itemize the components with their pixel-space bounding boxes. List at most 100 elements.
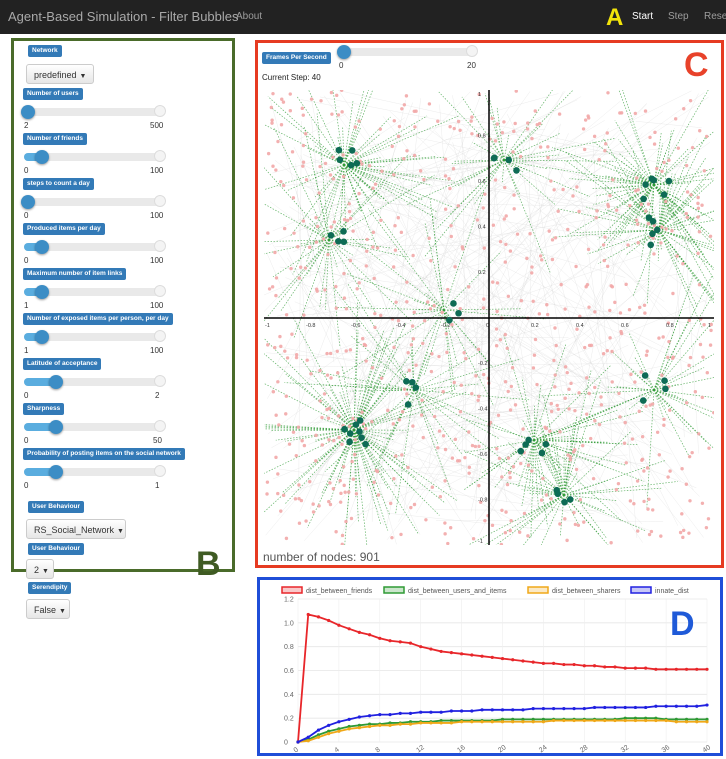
item-edge bbox=[389, 113, 487, 313]
user-node bbox=[490, 154, 498, 162]
user-node bbox=[450, 300, 457, 307]
friend-edge bbox=[342, 126, 345, 166]
slider-track[interactable] bbox=[24, 465, 166, 479]
item-node bbox=[291, 430, 296, 434]
item-node bbox=[396, 134, 401, 139]
slider-handle[interactable] bbox=[21, 195, 35, 209]
item-node bbox=[450, 323, 454, 327]
item-node bbox=[400, 453, 404, 457]
item-node bbox=[610, 285, 615, 289]
network-dropdown[interactable]: predefined ▼ bbox=[26, 64, 94, 84]
friend-edge bbox=[314, 164, 345, 198]
slider-handle[interactable] bbox=[49, 375, 63, 389]
item-node bbox=[279, 123, 284, 127]
item-node bbox=[517, 530, 522, 534]
item-node bbox=[583, 118, 588, 122]
item-node bbox=[605, 131, 609, 135]
item-node bbox=[329, 376, 333, 380]
slider-handle[interactable] bbox=[49, 465, 63, 479]
slider-handle[interactable] bbox=[35, 150, 49, 164]
user-node bbox=[404, 401, 412, 408]
network-graph[interactable]: -1 -0.8 -0.6 -0.4 -0.2 0 0.2 0.4 0.6 0.8 1 1 0.8 0.6 0… bbox=[264, 90, 714, 545]
slider-max-tick: 100 bbox=[150, 346, 164, 355]
item-node bbox=[276, 139, 280, 144]
item-edge bbox=[501, 329, 636, 429]
item-node bbox=[563, 307, 567, 311]
serendipity-dropdown[interactable]: False ▼ bbox=[26, 599, 70, 619]
fps-slider-handle[interactable] bbox=[337, 45, 351, 59]
item-node bbox=[355, 287, 359, 291]
slider-track[interactable] bbox=[21, 105, 166, 119]
friend-edge bbox=[353, 368, 411, 431]
item-edge bbox=[354, 438, 530, 517]
friend-edge bbox=[575, 229, 660, 233]
item-edge bbox=[329, 339, 506, 355]
series-point bbox=[439, 649, 443, 654]
item-edge bbox=[347, 433, 569, 514]
friend-edge bbox=[488, 93, 505, 161]
annotation-marker-a: A bbox=[606, 4, 624, 31]
slider-track[interactable] bbox=[24, 285, 166, 299]
item-node bbox=[390, 144, 394, 149]
user-behaviour-label: User Behaviour bbox=[28, 501, 85, 513]
item-edge bbox=[307, 92, 705, 380]
friend-edge bbox=[413, 350, 433, 391]
slider-handle[interactable] bbox=[49, 420, 63, 434]
series-point bbox=[633, 705, 638, 710]
nav-start-button[interactable]: Start bbox=[632, 11, 654, 22]
slider-track[interactable] bbox=[24, 240, 166, 254]
slider-track[interactable] bbox=[24, 375, 166, 389]
item-edge bbox=[365, 144, 540, 348]
item-node bbox=[371, 186, 375, 190]
friend-edge bbox=[503, 159, 616, 162]
item-edge bbox=[303, 154, 539, 266]
item-node bbox=[696, 201, 700, 206]
user-behaviour-dropdown[interactable]: RS_Social_Network ▼ bbox=[26, 519, 126, 539]
item-node bbox=[586, 247, 591, 252]
slider-track[interactable] bbox=[24, 420, 166, 434]
slider-track[interactable] bbox=[24, 330, 166, 344]
slider-handle[interactable] bbox=[35, 330, 49, 344]
friend-edge bbox=[653, 90, 709, 186]
item-node bbox=[712, 410, 714, 415]
item-node bbox=[650, 402, 655, 406]
slider-track[interactable] bbox=[24, 150, 166, 164]
item-node bbox=[624, 282, 628, 287]
slider-handle[interactable] bbox=[35, 285, 49, 299]
nav-about-link[interactable]: About bbox=[236, 11, 263, 22]
slider-handle[interactable] bbox=[21, 105, 35, 119]
item-node bbox=[655, 430, 660, 434]
item-node bbox=[696, 251, 700, 256]
series-point bbox=[613, 665, 617, 669]
slider-handle[interactable] bbox=[35, 240, 49, 254]
series-point bbox=[695, 704, 699, 708]
item-edge bbox=[415, 426, 468, 514]
series-point bbox=[592, 664, 597, 668]
item-node bbox=[553, 236, 558, 240]
user-behaviour-2-dropdown[interactable]: 2 ▼ bbox=[26, 559, 54, 579]
item-node bbox=[279, 344, 283, 349]
item-node bbox=[340, 442, 344, 446]
item-node bbox=[512, 129, 516, 134]
friend-edge bbox=[531, 486, 565, 496]
item-node bbox=[531, 366, 536, 370]
fps-slider[interactable] bbox=[337, 45, 478, 59]
slider-fill bbox=[24, 378, 58, 386]
friend-edge bbox=[316, 113, 330, 241]
series-point bbox=[429, 647, 433, 651]
item-node bbox=[265, 480, 270, 484]
nav-step-button[interactable]: Step bbox=[668, 11, 689, 22]
friend-edge bbox=[317, 164, 345, 252]
item-node bbox=[470, 115, 474, 119]
series-point bbox=[500, 656, 505, 661]
nav-reset-button[interactable]: Reset bbox=[704, 11, 726, 22]
item-node bbox=[646, 202, 651, 206]
item-node bbox=[325, 407, 329, 412]
series-point bbox=[306, 739, 310, 743]
item-node bbox=[394, 300, 398, 304]
friend-edge bbox=[353, 429, 446, 504]
item-node bbox=[329, 225, 333, 229]
user-node bbox=[554, 490, 562, 498]
friend-edge bbox=[413, 298, 445, 391]
slider-track[interactable] bbox=[21, 195, 166, 209]
